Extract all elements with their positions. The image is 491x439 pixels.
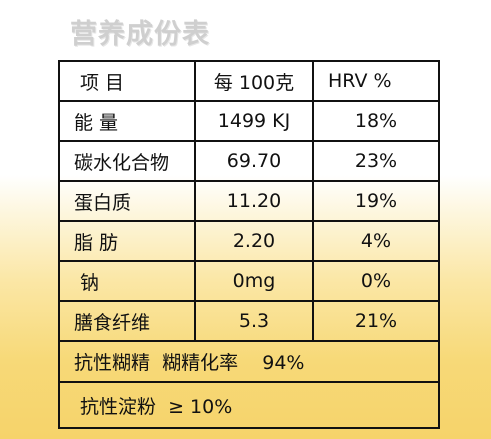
header-item: 项 目 xyxy=(60,62,196,100)
nutrient-name: 膳食纤维 xyxy=(60,302,196,340)
nutrient-name: 蛋白质 xyxy=(60,182,196,220)
page-title: 营养成份表 xyxy=(70,19,210,50)
nutrient-value: 2.20 xyxy=(196,222,314,260)
nutrient-value: 1499 KJ xyxy=(196,102,314,140)
nutrient-hrv: 19% xyxy=(354,190,398,212)
nutrient-value: 69.70 xyxy=(196,142,314,180)
nutrient-hrv: 18% xyxy=(354,110,398,132)
table-row: 能 量 1499 KJ 18% xyxy=(60,102,438,142)
header-per-100g: 每 100克 xyxy=(196,62,314,100)
resistant-dextrin-row: 抗性糊精 糊精化率 94% xyxy=(60,342,438,383)
table-row: 脂 肪 2.20 4% xyxy=(60,222,438,262)
nutrient-name: 碳水化合物 xyxy=(60,142,196,180)
nutrient-name: 能 量 xyxy=(60,102,196,140)
table-header-row: 项 目 每 100克 HRV % xyxy=(60,62,438,102)
resistant-dextrin-text: 抗性糊精 糊精化率 94% xyxy=(74,352,305,374)
nutrient-hrv: 21% xyxy=(354,310,398,332)
nutrient-value: 5.3 xyxy=(196,302,314,340)
table-row: 碳水化合物 69.70 23% xyxy=(60,142,438,182)
nutrient-hrv: 23% xyxy=(354,150,398,172)
resistant-starch-text: 抗性淀粉 ≥ 10% xyxy=(80,395,233,418)
nutrient-value: 0mg xyxy=(196,262,314,300)
table-row: 蛋白质 11.20 19% xyxy=(60,182,438,222)
nutrient-hrv: 4% xyxy=(360,230,392,252)
nutrient-name: 钠 xyxy=(60,262,196,300)
nutrient-hrv: 0% xyxy=(360,270,392,292)
nutrient-name: 脂 肪 xyxy=(60,222,196,260)
table-row: 钠 0mg 0% xyxy=(60,262,438,302)
nutrient-value: 11.20 xyxy=(196,182,314,220)
nutrition-table: 项 目 每 100克 HRV % 能 量 1499 KJ 18% 碳水化合物 6… xyxy=(58,60,440,429)
resistant-starch-row: 抗性淀粉 ≥ 10% xyxy=(60,383,438,427)
table-row: 膳食纤维 5.3 21% xyxy=(60,302,438,342)
header-hrv: HRV % xyxy=(328,70,392,92)
